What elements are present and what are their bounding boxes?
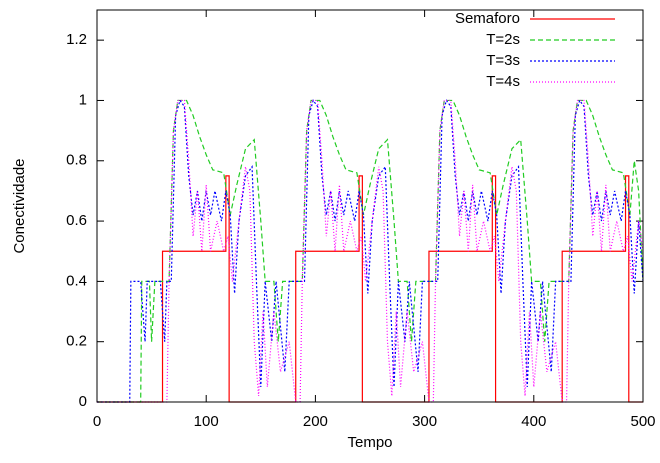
x-tick-label: 300: [412, 413, 437, 430]
y-tick-label: 0.6: [66, 212, 87, 229]
y-tick-label: 1: [79, 91, 87, 108]
x-tick-label: 200: [303, 413, 328, 430]
legend-label: T=2s: [486, 31, 520, 48]
plot-frame: [96, 9, 644, 403]
y-axis-label: Conectividade: [11, 158, 28, 253]
x-axis-label: Tempo: [347, 434, 392, 451]
x-tick-label: 500: [630, 413, 655, 430]
y-tick-label: 0.4: [66, 272, 87, 289]
legend-label: T=4s: [486, 73, 520, 90]
line-series: [97, 99, 644, 403]
legend-label: T=3s: [486, 52, 520, 69]
y-tick-label: 0: [79, 393, 87, 410]
y-tick-label: 1.2: [66, 31, 87, 48]
line-series: [97, 175, 643, 403]
line-series: [97, 99, 644, 403]
x-tick-label: 0: [93, 413, 101, 430]
x-tick-label: 400: [521, 413, 546, 430]
y-tick-label: 0.8: [66, 152, 87, 169]
x-tick-label: 100: [194, 413, 219, 430]
y-tick-label: 0.2: [66, 333, 87, 350]
legend-label: Semaforo: [455, 10, 520, 27]
